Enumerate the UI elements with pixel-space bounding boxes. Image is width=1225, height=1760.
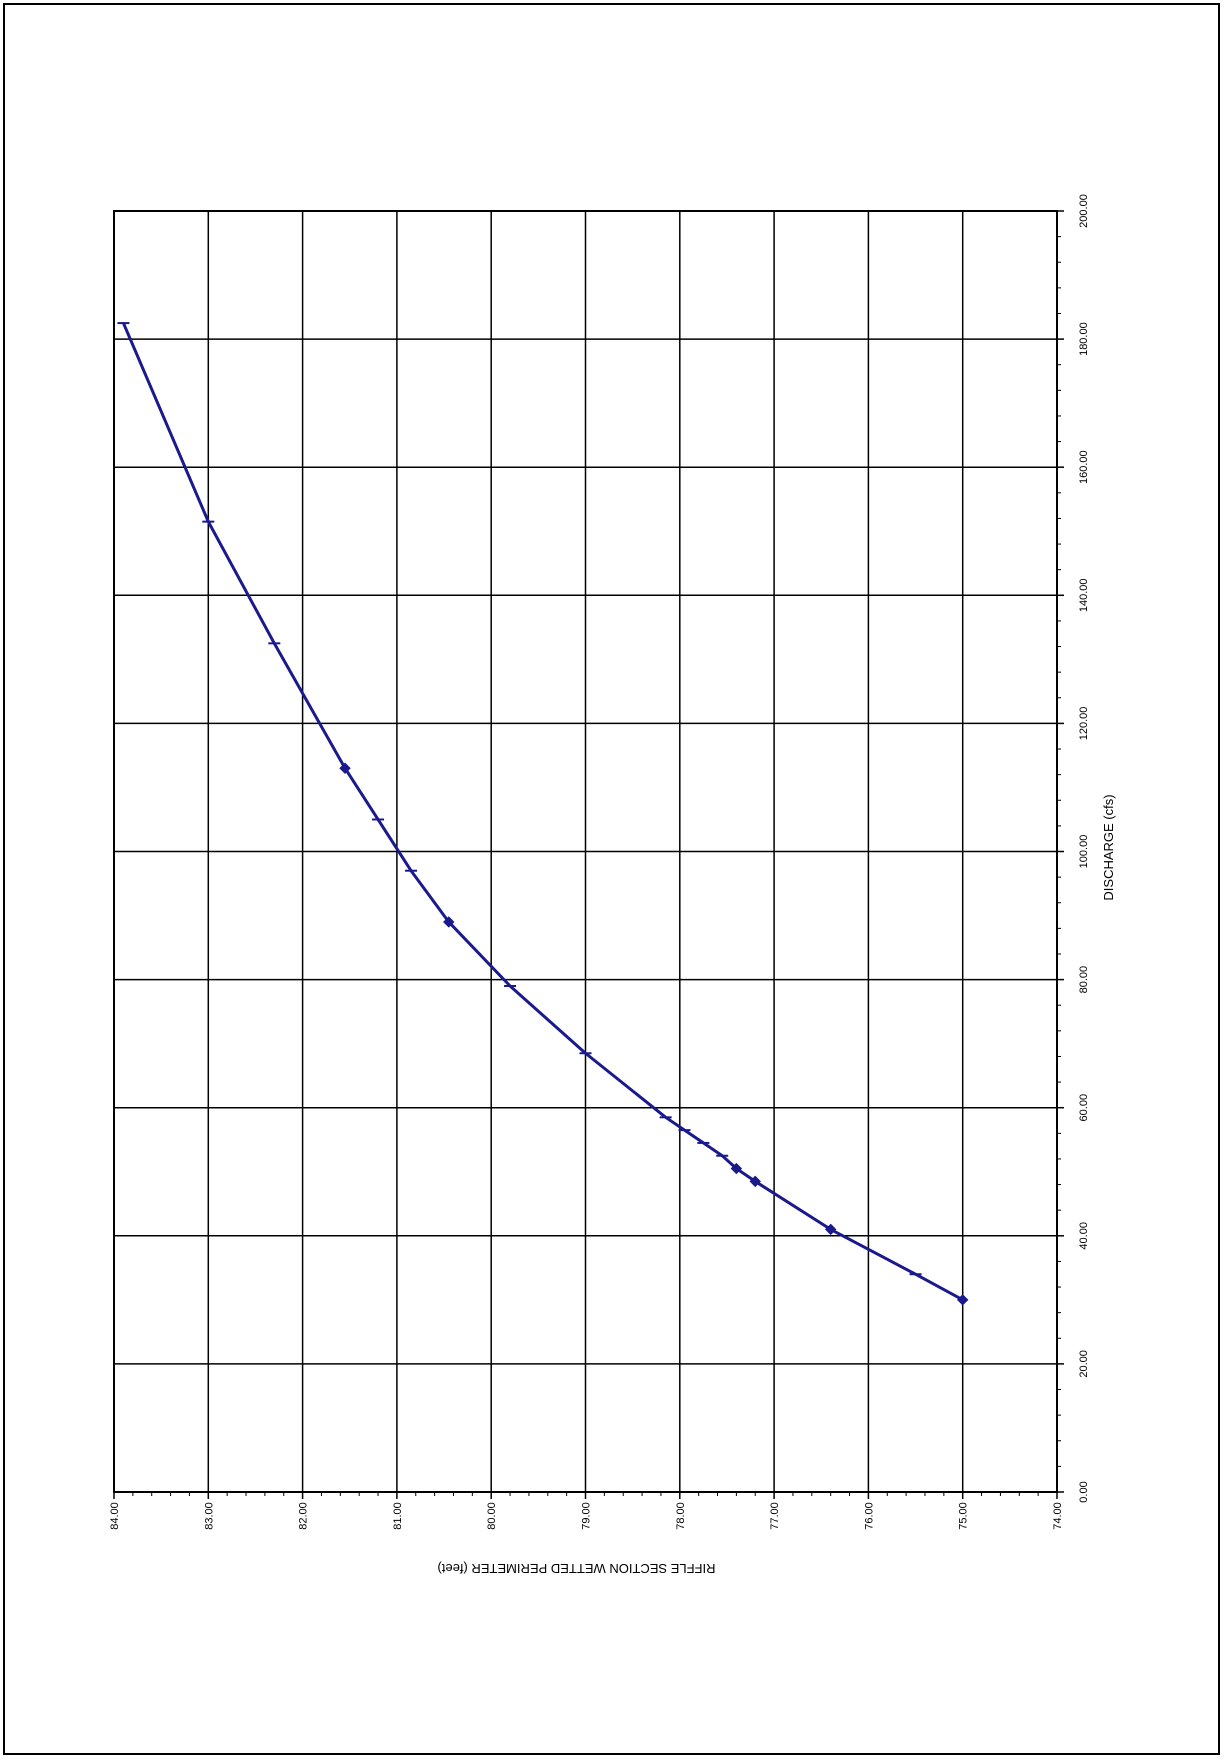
perimeter-tick-label: 76.00	[863, 1502, 875, 1530]
perimeter-tick-label: 75.00	[958, 1502, 970, 1530]
data-point	[339, 762, 351, 774]
discharge-tick-label: 40.00	[1078, 1222, 1090, 1250]
perimeter-tick-label: 77.00	[769, 1502, 781, 1530]
perimeter-tick-label: 78.00	[675, 1502, 687, 1530]
discharge-tick-label: 100.00	[1078, 835, 1090, 869]
perimeter-tick-label: 79.00	[581, 1502, 593, 1530]
discharge-tick-label: 200.00	[1078, 194, 1090, 228]
series-line	[122, 322, 964, 1302]
data-point	[443, 916, 455, 928]
page-frame	[3, 3, 1220, 1755]
perimeter-tick-label: 82.00	[298, 1502, 310, 1530]
discharge-tick-label: 160.00	[1078, 450, 1090, 484]
perimeter-tick-label: 81.00	[392, 1502, 404, 1530]
perimeter-tick-label: 74.00	[1052, 1502, 1064, 1530]
data-point	[824, 1223, 837, 1236]
discharge-tick-label: 0.00	[1078, 1481, 1090, 1502]
discharge-tick-label: 180.00	[1078, 322, 1090, 356]
discharge-tick-label: 120.00	[1078, 707, 1090, 741]
discharge-tick-label: 20.00	[1078, 1350, 1090, 1378]
data-point	[749, 1175, 761, 1188]
perimeter-tick-label: 83.00	[203, 1502, 215, 1530]
perimeter-tick-label: 80.00	[486, 1502, 498, 1530]
discharge-tick-label: 140.00	[1078, 578, 1090, 612]
perimeter-tick-label: 84.00	[109, 1502, 121, 1530]
data-point	[956, 1294, 969, 1306]
discharge-tick-label: 80.00	[1078, 966, 1090, 994]
perimeter-axis-title: RIFFLE SECTION WETTED PERIMETER (feet)	[437, 1561, 715, 1576]
data-point	[730, 1162, 743, 1175]
discharge-tick-label: 60.00	[1078, 1094, 1090, 1122]
discharge-axis-title: DISCHARGE (cfs)	[1101, 794, 1116, 900]
